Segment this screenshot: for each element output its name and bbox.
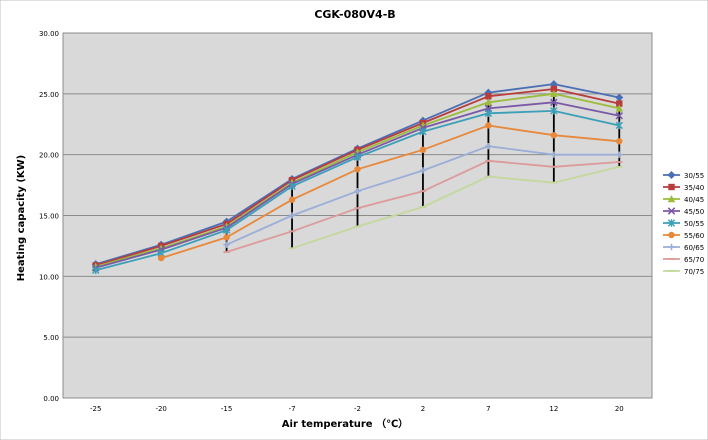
plot-area: 0.00 5.00 10.00 15.00 20.00 25.00 30.00 -25 -20 -… <box>39 30 653 413</box>
legend-swatch-marker <box>667 171 676 179</box>
data-point <box>615 93 624 102</box>
data-point <box>419 146 427 153</box>
data-point <box>616 138 623 145</box>
data-point <box>222 226 231 234</box>
data-point <box>615 111 624 120</box>
legend-label: 65/70 <box>684 256 704 264</box>
data-point <box>484 98 493 106</box>
legend-entry: 45/50 <box>663 207 704 216</box>
legend-swatch-marker <box>668 243 675 251</box>
data-point <box>288 182 296 190</box>
legend-entry: 35/40 <box>663 183 704 192</box>
series-50-55 <box>92 107 623 274</box>
y-axis-label: Heating capacity (KW) <box>16 155 27 282</box>
y-tick-label: 25.00 <box>39 91 59 99</box>
y-tick-label: 30.00 <box>39 30 59 38</box>
y-tick-label: 0.00 <box>43 395 59 403</box>
y-tick-label: 15.00 <box>39 213 59 221</box>
data-point <box>288 212 296 219</box>
data-point <box>223 241 230 248</box>
x-axis-label: Air temperature （℃） <box>282 417 408 430</box>
x-tick-label: -15 <box>221 405 232 413</box>
data-point <box>550 132 558 139</box>
data-point <box>485 122 492 129</box>
series-70-75 <box>288 165 623 250</box>
legend-label: 35/40 <box>684 184 704 192</box>
legend-entry: 70/75 <box>663 268 704 276</box>
x-tick-label: 12 <box>549 405 558 413</box>
data-point <box>550 107 558 115</box>
legend-entry: 60/65 <box>663 243 704 252</box>
legend-label: 45/50 <box>684 208 704 216</box>
x-tick-label: -25 <box>90 405 101 413</box>
series-55-60 <box>157 122 623 262</box>
legend-label: 60/65 <box>684 244 704 252</box>
x-tick-label: 7 <box>486 405 490 413</box>
x-tick-label: 20 <box>615 405 624 413</box>
legend-label: 40/45 <box>684 196 704 204</box>
data-point <box>223 234 230 241</box>
series-line <box>291 165 620 250</box>
data-point <box>484 109 493 117</box>
y-tick-label: 5.00 <box>43 334 59 342</box>
data-point <box>485 142 492 150</box>
data-point <box>550 89 558 98</box>
data-point <box>615 104 623 112</box>
legend-entry: 55/60 <box>663 231 704 240</box>
legend: 30/55 35/40 40/45 45/50 50/55 55/60 60/65 65/70… <box>663 171 704 276</box>
x-tick-label: -2 <box>354 405 361 413</box>
x-tick-label: -7 <box>289 405 296 413</box>
data-point <box>353 153 362 161</box>
data-point <box>550 85 558 93</box>
legend-entry: 40/45 <box>663 195 704 204</box>
y-tick-label: 10.00 <box>39 273 59 281</box>
legend-entry: 50/55 <box>663 219 704 228</box>
x-tick-label: -20 <box>155 405 166 413</box>
data-point <box>419 167 427 174</box>
y-tick-label: 20.00 <box>39 152 59 160</box>
legend-swatch-marker <box>668 231 675 239</box>
data-point <box>616 100 623 107</box>
legend-label: 55/60 <box>684 232 704 240</box>
data-point <box>419 127 427 136</box>
x-tick-label: 2 <box>421 405 425 413</box>
series-line <box>160 124 620 259</box>
legend-entry: 30/55 <box>663 171 704 180</box>
data-point <box>157 254 165 262</box>
legend-label: 50/55 <box>684 220 704 228</box>
legend-label: 70/75 <box>684 268 704 276</box>
legend-swatch-marker <box>668 183 675 191</box>
data-point <box>354 187 361 195</box>
chart-title: CGK-080V4-B <box>314 8 395 21</box>
legend-entry: 65/70 <box>663 256 704 264</box>
data-point <box>485 93 492 100</box>
series-65-70 <box>223 159 623 253</box>
data-point <box>92 266 100 274</box>
data-point <box>288 196 296 203</box>
data-point <box>615 121 623 130</box>
legend-label: 30/55 <box>684 172 704 180</box>
data-point <box>616 151 623 158</box>
data-point <box>354 166 361 173</box>
legend-swatch-marker <box>667 195 676 203</box>
data-point <box>550 151 558 158</box>
series-60-65 <box>223 142 623 248</box>
data-point <box>550 98 558 107</box>
legend-swatch-marker <box>667 207 676 215</box>
legend-swatch-marker <box>667 219 676 227</box>
